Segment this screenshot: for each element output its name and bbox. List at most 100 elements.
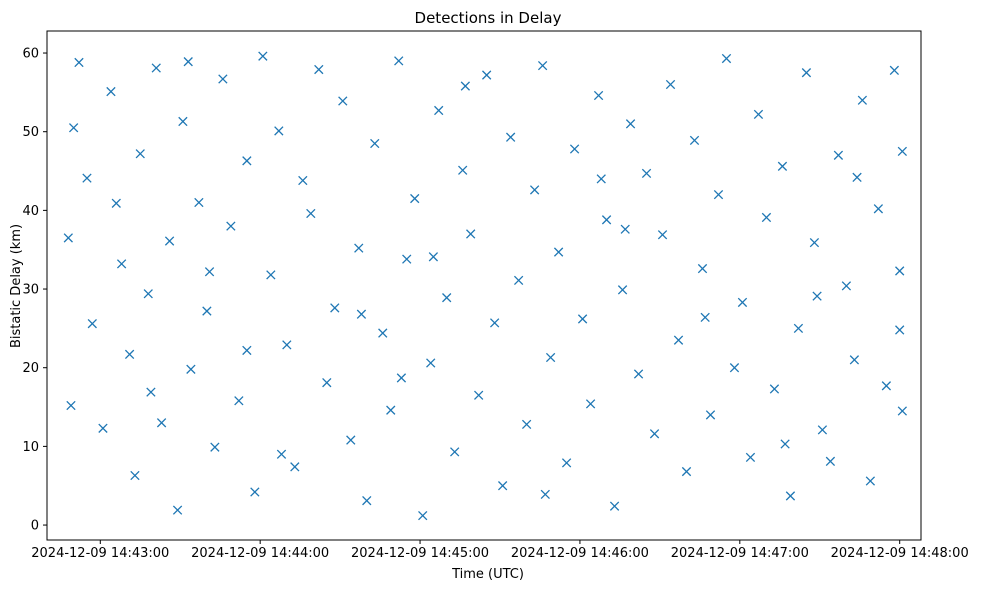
- data-point: [812, 291, 822, 301]
- data-point: [204, 267, 215, 277]
- data-point: [143, 289, 153, 299]
- data-point: [852, 172, 862, 182]
- data-point: [234, 396, 244, 406]
- data-point: [505, 132, 516, 142]
- data-point: [553, 247, 564, 257]
- data-point: [895, 325, 905, 335]
- data-point: [561, 458, 572, 468]
- data-point: [156, 418, 167, 428]
- data-point: [593, 90, 604, 101]
- data-point: [474, 390, 484, 400]
- data-point: [761, 212, 772, 223]
- data-point: [66, 400, 76, 411]
- data-point: [87, 318, 97, 329]
- data-point: [657, 230, 668, 240]
- data-point: [809, 237, 820, 248]
- data-point: [881, 381, 892, 391]
- data-point: [458, 165, 468, 175]
- data-point: [346, 435, 356, 445]
- data-point: [386, 405, 396, 415]
- data-point: [729, 363, 740, 373]
- data-point: [428, 252, 439, 262]
- y-tick-label: 0: [31, 519, 39, 534]
- data-point: [274, 126, 284, 136]
- data-point: [841, 281, 852, 291]
- data-point: [378, 328, 388, 338]
- data-point: [801, 68, 812, 78]
- data-point: [306, 208, 316, 219]
- data-point: [314, 64, 324, 75]
- data-point: [700, 312, 710, 323]
- data-point: [745, 452, 756, 463]
- data-point: [111, 198, 121, 208]
- data-point: [625, 119, 636, 129]
- data-point: [665, 79, 676, 90]
- data-point: [596, 174, 606, 184]
- data-point: [266, 270, 276, 280]
- plot-frame: [46, 30, 922, 541]
- data-point: [396, 373, 407, 383]
- data-point: [242, 156, 252, 166]
- data-point: [737, 297, 748, 308]
- data-point: [873, 204, 884, 214]
- data-point: [258, 51, 268, 61]
- data-point: [641, 168, 652, 179]
- data-point: [513, 275, 524, 286]
- data-point: [183, 57, 193, 67]
- data-point: [753, 109, 764, 120]
- x-tick-label: 2024-12-09 14:47:00: [671, 546, 809, 561]
- data-point: [721, 53, 732, 64]
- data-point: [82, 173, 92, 183]
- data-point: [330, 303, 340, 313]
- data-point: [780, 439, 790, 449]
- data-point: [210, 442, 220, 452]
- data-point: [290, 462, 300, 472]
- data-point: [202, 306, 212, 316]
- data-point: [276, 449, 287, 459]
- data-point: [178, 116, 188, 127]
- data-point: [194, 197, 204, 208]
- data-point: [356, 309, 367, 319]
- data-point: [63, 233, 73, 243]
- data-point: [577, 314, 588, 324]
- data-point: [569, 144, 580, 154]
- data-point: [713, 189, 724, 200]
- data-point: [130, 470, 140, 481]
- y-tick-label: 40: [22, 204, 39, 219]
- data-point: [793, 323, 804, 334]
- x-axis-label: Time (UTC): [451, 567, 524, 582]
- data-point: [681, 466, 692, 477]
- data-point: [545, 352, 556, 363]
- data-point: [689, 135, 700, 146]
- chart-title: Detections in Delay: [415, 9, 562, 27]
- data-point: [825, 456, 836, 466]
- data-point: [529, 185, 540, 195]
- data-point: [250, 487, 260, 497]
- data-point: [705, 410, 716, 420]
- x-tick-label: 2024-12-09 14:44:00: [191, 546, 329, 561]
- data-point: [146, 387, 156, 397]
- data-point: [585, 399, 596, 409]
- data-point: [857, 95, 868, 105]
- data-point: [865, 476, 876, 486]
- y-tick-label: 30: [22, 283, 39, 298]
- data-point: [426, 358, 436, 368]
- data-point: [601, 215, 612, 225]
- data-point: [370, 138, 380, 149]
- data-point: [338, 96, 348, 106]
- data-point: [418, 510, 428, 521]
- x-axis: 2024-12-09 14:43:00 2024-12-09 14:44:00 20…: [31, 540, 969, 561]
- data-point: [124, 349, 135, 359]
- data-point: [895, 266, 905, 276]
- data-point: [489, 318, 500, 328]
- data-point: [673, 335, 684, 345]
- x-tick-label: 2024-12-09 14:45:00: [351, 546, 489, 561]
- data-point: [649, 429, 660, 439]
- data-point: [442, 293, 452, 303]
- data-point: [849, 355, 860, 365]
- data-point: [226, 221, 236, 231]
- data-point: [769, 384, 780, 394]
- data-point: [151, 63, 161, 73]
